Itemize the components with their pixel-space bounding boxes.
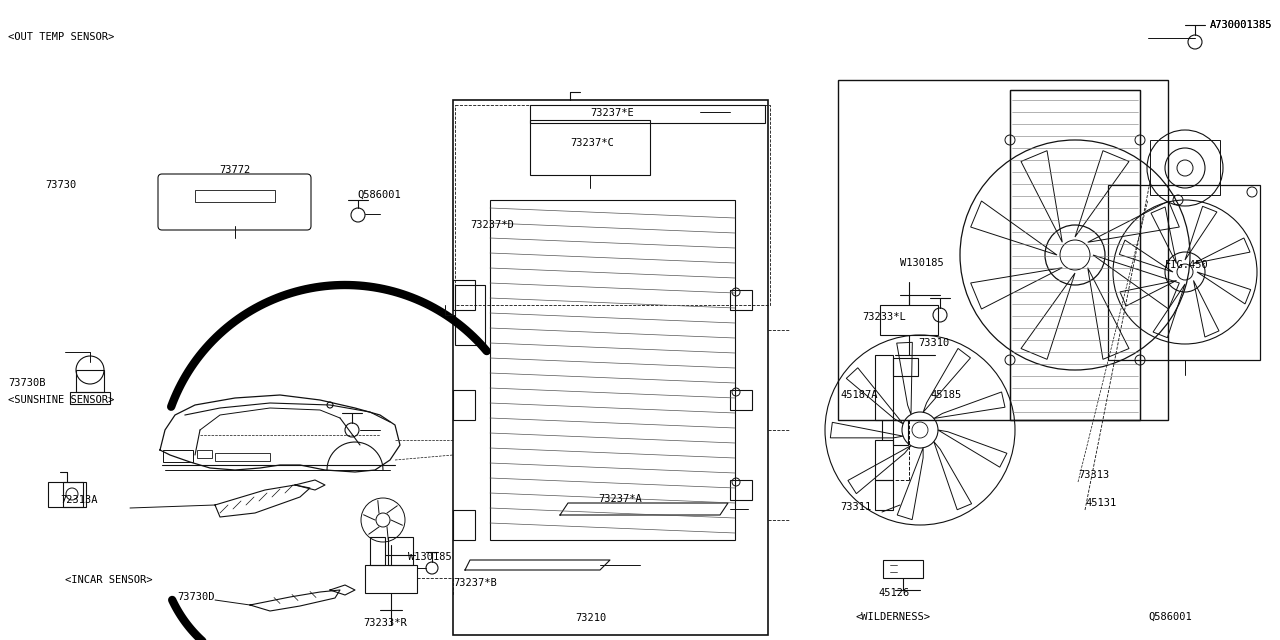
Text: A730001385: A730001385	[1210, 20, 1272, 30]
Bar	[163, 450, 193, 462]
Text: 73310: 73310	[918, 338, 950, 348]
Text: 73237*B: 73237*B	[453, 578, 497, 588]
Bar	[730, 390, 753, 410]
Bar	[76, 370, 104, 392]
Text: 73730: 73730	[45, 180, 77, 190]
Text: 45185: 45185	[931, 390, 961, 400]
Bar	[893, 358, 918, 376]
Text: 73730B: 73730B	[8, 378, 46, 388]
Bar	[893, 420, 908, 445]
Bar	[453, 280, 475, 310]
Text: W130185: W130185	[408, 552, 452, 562]
Text: Q586001: Q586001	[1148, 612, 1192, 622]
Bar	[197, 450, 212, 458]
Text: 45131: 45131	[1085, 498, 1116, 508]
Text: 73233*L: 73233*L	[861, 312, 906, 322]
Text: 73237*C: 73237*C	[570, 138, 613, 148]
Bar	[490, 200, 735, 540]
Text: FIG.450: FIG.450	[1165, 260, 1208, 270]
Bar	[70, 392, 110, 404]
Text: 45187A: 45187A	[840, 390, 878, 400]
Bar	[453, 390, 475, 420]
Bar	[453, 510, 475, 540]
Bar	[883, 560, 923, 578]
Bar	[388, 537, 413, 565]
Text: 73313: 73313	[1078, 470, 1110, 480]
Bar	[838, 80, 1169, 420]
Text: 73772: 73772	[219, 165, 251, 175]
Bar	[1108, 185, 1260, 360]
Text: 73730D: 73730D	[178, 592, 215, 602]
Text: Q586001: Q586001	[357, 190, 401, 200]
Text: 73237*D: 73237*D	[470, 220, 513, 230]
Bar	[370, 537, 385, 565]
Bar	[876, 355, 893, 420]
Text: <OUT TEMP SENSOR>: <OUT TEMP SENSOR>	[8, 32, 114, 42]
Bar	[215, 453, 270, 461]
Bar	[530, 120, 650, 175]
Bar	[1010, 90, 1140, 420]
Text: 73311: 73311	[840, 502, 872, 512]
Bar	[454, 285, 485, 345]
Bar	[1149, 140, 1220, 195]
Text: <WILDERNESS>: <WILDERNESS>	[856, 612, 931, 622]
Bar	[1010, 90, 1140, 420]
Text: W130185: W130185	[900, 258, 943, 268]
Text: <SUNSHINE SENSOR>: <SUNSHINE SENSOR>	[8, 395, 114, 405]
Bar	[876, 440, 893, 480]
Bar	[453, 100, 768, 635]
Text: 73233*R: 73233*R	[364, 618, 407, 628]
Bar	[49, 482, 86, 507]
Text: A730001385: A730001385	[1210, 20, 1272, 30]
Bar	[730, 480, 753, 500]
Bar	[365, 565, 417, 593]
Bar	[881, 305, 938, 335]
Text: 73237*E: 73237*E	[590, 108, 634, 118]
Bar	[876, 480, 893, 510]
Bar	[530, 105, 765, 123]
Bar	[730, 290, 753, 310]
Text: 73237*A: 73237*A	[598, 494, 641, 504]
Text: 72313A: 72313A	[60, 495, 97, 505]
Bar	[454, 105, 771, 305]
Bar	[63, 482, 83, 507]
Text: <INCAR SENSOR>: <INCAR SENSOR>	[65, 575, 152, 585]
Bar	[195, 190, 275, 202]
Text: 45126: 45126	[878, 588, 909, 598]
Text: 73210: 73210	[575, 613, 607, 623]
